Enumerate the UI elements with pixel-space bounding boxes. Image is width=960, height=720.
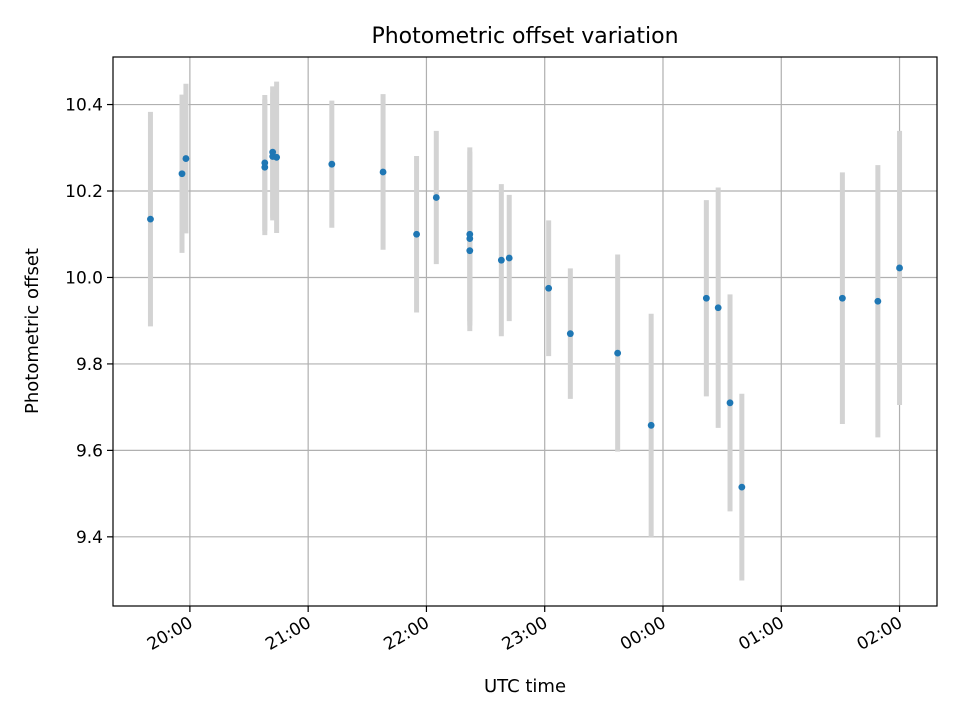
data-point (147, 215, 154, 223)
data-point (874, 297, 882, 305)
data-point (413, 230, 420, 238)
error-bars (147, 81, 903, 581)
data-point (432, 194, 440, 201)
data-point (647, 421, 655, 429)
x-tick-label: 23:00 (499, 613, 551, 655)
x-tick-label: 02:00 (854, 613, 906, 655)
data-point (726, 399, 734, 407)
x-tick-label: 20:00 (144, 613, 196, 655)
data-point (273, 153, 281, 161)
y-tick-label: 10.4 (65, 96, 103, 116)
x-tick-label: 22:00 (381, 613, 433, 655)
grid (113, 57, 937, 606)
data-points (147, 148, 903, 491)
data-point (714, 304, 722, 312)
data-point (838, 294, 846, 302)
data-point (545, 284, 553, 292)
data-point (466, 247, 474, 255)
data-point (379, 168, 387, 176)
y-tick-label: 9.6 (76, 441, 103, 461)
y-tick-label: 10.0 (65, 268, 103, 288)
data-point (178, 170, 186, 178)
x-tick-label: 01:00 (735, 613, 787, 655)
x-tick-label: 21:00 (262, 613, 314, 655)
plot-frame (112, 56, 938, 607)
y-tick-label: 9.8 (76, 355, 103, 375)
x-tick-label: 00:00 (617, 613, 669, 655)
data-point (702, 294, 710, 302)
x-axis-label: UTC time (484, 676, 566, 697)
data-point (614, 349, 622, 357)
data-point (328, 160, 336, 168)
y-tick-label: 10.2 (65, 182, 103, 202)
chart-title: Photometric offset variation (371, 24, 678, 49)
data-point (497, 256, 505, 264)
x-axis: 20:00 21:00 22:00 23:00 00:00 01:00 02:00 (144, 606, 906, 655)
y-axis-label: Photometric offset (22, 248, 43, 414)
y-tick-label: 9.4 (76, 528, 103, 548)
data-point (896, 264, 903, 272)
data-point (466, 230, 474, 238)
data-point (182, 155, 190, 162)
data-point (738, 483, 746, 491)
data-point (261, 159, 269, 167)
y-axis: 9.4 9.6 9.8 10.0 10.2 10.4 (65, 96, 113, 548)
data-point (566, 330, 574, 338)
data-point (505, 254, 513, 262)
